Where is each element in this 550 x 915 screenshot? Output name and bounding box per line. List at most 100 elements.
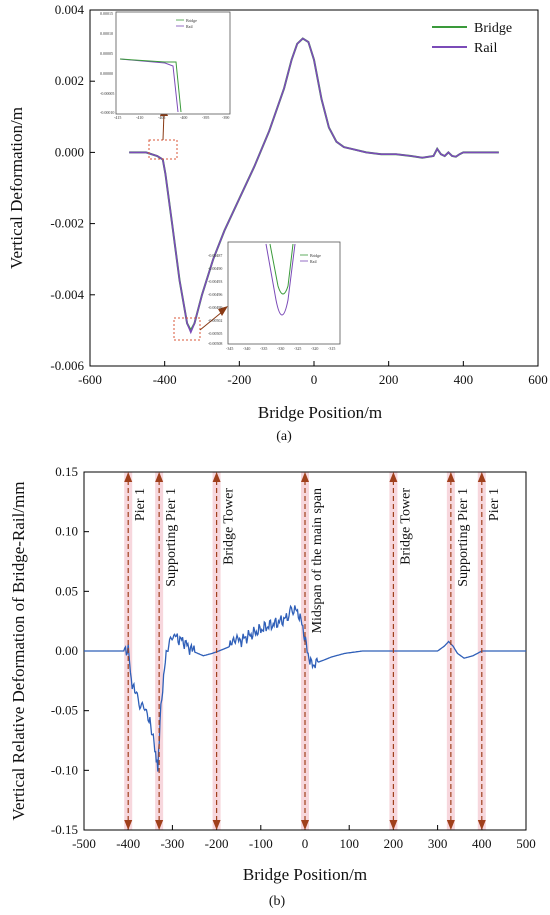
inset-2-bridge-line bbox=[269, 243, 294, 295]
series-group-a bbox=[129, 37, 499, 335]
inset-2-ytick-4: -0.00499 bbox=[208, 305, 222, 310]
x-tick-label: -500 bbox=[72, 836, 96, 851]
annotation-group-b: Pier 1 Supporting Pier 1 Bridge Tower Midsp… bbox=[124, 472, 502, 830]
marker-arrowhead-up bbox=[301, 472, 309, 482]
x-tick-label: 400 bbox=[472, 836, 492, 851]
inset-1-bridge-line bbox=[119, 58, 182, 113]
inset-2-ytick-6: -0.00505 bbox=[208, 331, 222, 336]
y-tick-label: 0.002 bbox=[55, 73, 84, 88]
inset-1-ytick-1: 0.00010 bbox=[100, 31, 113, 36]
marker-arrowhead-down bbox=[446, 820, 455, 830]
panel-label-b: (b) bbox=[269, 894, 286, 909]
inset-1-ytick-5: -0.00010 bbox=[100, 110, 114, 115]
inset-1-xtick-1: -410 bbox=[136, 115, 143, 120]
marker-label: Bridge Tower bbox=[222, 488, 237, 565]
y-tick-label: -0.10 bbox=[51, 762, 78, 777]
inset-1-xtick-3: -400 bbox=[180, 115, 187, 120]
marker-arrowhead-up bbox=[212, 472, 221, 482]
inset-2-ytick-5: -0.00502 bbox=[208, 318, 222, 323]
legend-label-rail: Rail bbox=[474, 41, 497, 56]
y-axis-title-b: Vertical Relative Deformation of Bridge-… bbox=[9, 482, 28, 821]
series-line-relative bbox=[84, 604, 526, 772]
x-tick-label: -300 bbox=[160, 836, 184, 851]
x-tick-label: 200 bbox=[379, 372, 399, 387]
marker-arrowhead-up bbox=[477, 472, 486, 482]
inset-1: Bridge Rail 0.00015 0.00010 0.00005 0.00… bbox=[100, 11, 231, 120]
x-tick-label: -100 bbox=[249, 836, 273, 851]
inset-2-xtick-0: -345 bbox=[226, 346, 233, 351]
marker-arrowhead-down bbox=[389, 820, 398, 830]
marker-arrowhead-down bbox=[477, 820, 486, 830]
marker-label: Bridge Tower bbox=[398, 488, 413, 565]
y-tick-label: -0.002 bbox=[50, 216, 84, 231]
inset-2-xtick-4: -325 bbox=[294, 346, 301, 351]
inset-2-ytick-7: -0.00508 bbox=[208, 341, 222, 346]
x-tick-label: -600 bbox=[78, 372, 102, 387]
inset-2-legend-bridge: Bridge bbox=[310, 253, 321, 258]
x-tick-label: 400 bbox=[454, 372, 474, 387]
x-tick-label: 0 bbox=[311, 372, 318, 387]
inset-1-ytick-2: 0.00005 bbox=[100, 51, 113, 56]
inset-1-frame bbox=[115, 11, 231, 115]
inset-2-xtick-6: -315 bbox=[328, 346, 335, 351]
inset-2-xtick-1: -340 bbox=[243, 346, 250, 351]
inset-2-xtick-5: -320 bbox=[311, 346, 318, 351]
inset-2-frame bbox=[227, 241, 341, 345]
x-tick-label: 300 bbox=[428, 836, 448, 851]
series-group-b bbox=[84, 604, 526, 772]
panel-label-a: (a) bbox=[276, 429, 292, 444]
inset-2-ytick-1: -0.00490 bbox=[208, 266, 222, 271]
inset-1-legend-bridge: Bridge bbox=[186, 18, 197, 23]
marker-label: Supporting Pier 1 bbox=[456, 488, 471, 587]
x-tick-label: -400 bbox=[153, 372, 177, 387]
y-tick-label: -0.006 bbox=[50, 358, 84, 373]
x-axis-title-a: Bridge Position/m bbox=[258, 403, 382, 422]
marker-arrowhead-up bbox=[446, 472, 455, 482]
marker-arrowhead-down bbox=[155, 820, 164, 830]
y-tick-label: 0.10 bbox=[55, 524, 78, 539]
y-tick-label: 0.00 bbox=[55, 643, 78, 658]
inset-2-ytick-2: -0.00493 bbox=[208, 279, 222, 284]
zoom-arrowhead-2 bbox=[218, 306, 228, 316]
tick-group-b: -500 -400 -300 -200 -100 0 100 200 300 400 500 0.15… bbox=[51, 464, 536, 851]
tick-group-a: -600 -400 -200 0 200 400 600 0.004 0.002 0.000 -0.… bbox=[50, 2, 547, 387]
inset-2-xtick-3: -330 bbox=[277, 346, 284, 351]
inset-2-rail-line bbox=[265, 243, 296, 316]
x-tick-label: -400 bbox=[116, 836, 140, 851]
x-tick-label: -200 bbox=[205, 836, 229, 851]
chart-a: -600 -400 -200 0 200 400 600 0.004 0.002 0.000 -0.… bbox=[7, 2, 548, 444]
x-tick-label: 600 bbox=[528, 372, 548, 387]
marker-label: Pier 1 bbox=[133, 488, 148, 521]
zoom-box-2 bbox=[173, 317, 201, 341]
zoom-arrow-1 bbox=[162, 111, 165, 141]
legend-label-bridge: Bridge bbox=[474, 21, 512, 36]
inset-2-xtick-2: -335 bbox=[260, 346, 267, 351]
x-axis-title-b: Bridge Position/m bbox=[243, 865, 367, 884]
inset-1-ytick-4: -0.00005 bbox=[100, 91, 114, 96]
inset-1-xtick-0: -415 bbox=[114, 115, 121, 120]
zoom-arrow-2 bbox=[199, 311, 223, 331]
marker-arrowhead-down bbox=[212, 820, 221, 830]
marker-arrowhead-up bbox=[155, 472, 164, 482]
marker-arrowhead-down bbox=[124, 820, 133, 830]
marker-label: Supporting Pier 1 bbox=[164, 488, 179, 587]
marker-arrowhead-down bbox=[301, 820, 309, 830]
marker-arrowhead-up bbox=[389, 472, 398, 482]
y-axis-title-a: Vertical Deformation/m bbox=[7, 107, 26, 269]
inset-2-ytick-3: -0.00496 bbox=[208, 292, 222, 297]
marker-arrowhead-up bbox=[124, 472, 133, 482]
x-tick-label: 0 bbox=[302, 836, 309, 851]
x-tick-label: 100 bbox=[339, 836, 359, 851]
inset-1-xtick-4: -395 bbox=[202, 115, 209, 120]
legend-a: Bridge Rail bbox=[432, 21, 512, 56]
zoom-box-1 bbox=[148, 139, 178, 160]
x-tick-label: -200 bbox=[227, 372, 251, 387]
marker-label: Midspan of the main span bbox=[310, 488, 325, 633]
y-tick-label: -0.05 bbox=[51, 703, 78, 718]
y-tick-label: 0.05 bbox=[55, 583, 78, 598]
marker-label: Pier 1 bbox=[487, 488, 502, 521]
inset-1-xtick-2: -405 bbox=[158, 115, 165, 120]
inset-2-ytick-0: -0.00487 bbox=[208, 253, 222, 258]
x-tick-label: 200 bbox=[384, 836, 404, 851]
inset-1-ytick-0: 0.00015 bbox=[100, 11, 113, 16]
